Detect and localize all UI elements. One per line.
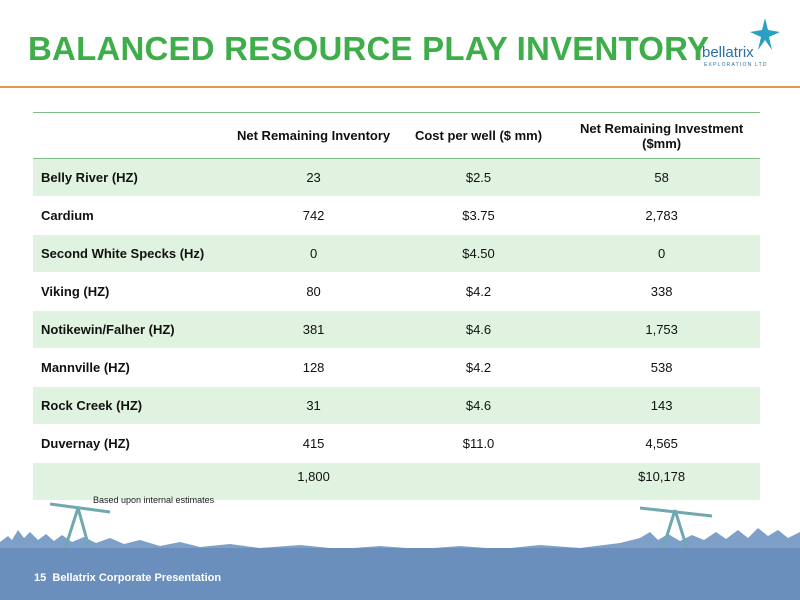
table-row: Notikewin/Falher (HZ) 381 $4.6 1,753 bbox=[33, 310, 760, 349]
footer: 15 Bellatrix Corporate Presentation bbox=[34, 572, 221, 584]
footer-bar bbox=[0, 548, 800, 600]
table-row: Mannville (HZ) 128 $4.2 538 bbox=[33, 348, 760, 387]
inventory-cell: 23 bbox=[233, 158, 394, 197]
row-label: Viking (HZ) bbox=[33, 272, 234, 311]
star-icon bbox=[750, 18, 780, 50]
inventory-cell: 31 bbox=[233, 386, 394, 425]
investment-cell: 538 bbox=[563, 348, 760, 387]
inventory-cell: 415 bbox=[233, 424, 394, 463]
total-inventory-cell: 1,800 bbox=[233, 462, 394, 501]
row-label: Belly River (HZ) bbox=[33, 158, 234, 197]
table-row: Duvernay (HZ) 415 $11.0 4,565 bbox=[33, 424, 760, 463]
inventory-cell: 80 bbox=[233, 272, 394, 311]
page-number: 15 bbox=[34, 572, 47, 584]
total-label bbox=[33, 462, 234, 501]
cost-cell: $2.5 bbox=[393, 158, 564, 197]
inventory-cell: 128 bbox=[233, 348, 394, 387]
total-row: 1,800 $10,178 bbox=[33, 462, 760, 501]
cost-cell: $4.50 bbox=[393, 234, 564, 273]
cost-cell: $3.75 bbox=[393, 196, 564, 235]
investment-cell: 2,783 bbox=[563, 196, 760, 235]
inventory-cell: 742 bbox=[233, 196, 394, 235]
row-label: Cardium bbox=[33, 196, 234, 235]
investment-cell: 4,565 bbox=[563, 424, 760, 463]
inventory-cell: 381 bbox=[233, 310, 394, 349]
header-net-remaining-inventory: Net Remaining Inventory bbox=[233, 112, 394, 159]
header-cost-per-well: Cost per well ($ mm) bbox=[393, 112, 564, 159]
header-blank bbox=[33, 112, 234, 159]
inventory-table: Net Remaining Inventory Cost per well ($… bbox=[33, 112, 760, 501]
logo-tagline: EXPLORATION LTD bbox=[704, 62, 768, 68]
cost-cell: $4.6 bbox=[393, 386, 564, 425]
investment-cell: 338 bbox=[563, 272, 760, 311]
header-rule bbox=[0, 86, 800, 88]
row-label: Second White Specks (Hz) bbox=[33, 234, 234, 273]
table-header-row: Net Remaining Inventory Cost per well ($… bbox=[33, 112, 760, 159]
footnote: Based upon internal estimates bbox=[93, 495, 215, 505]
investment-cell: 1,753 bbox=[563, 310, 760, 349]
table-row: Cardium 742 $3.75 2,783 bbox=[33, 196, 760, 235]
table-row: Viking (HZ) 80 $4.2 338 bbox=[33, 272, 760, 311]
row-label: Notikewin/Falher (HZ) bbox=[33, 310, 234, 349]
row-label: Duvernay (HZ) bbox=[33, 424, 234, 463]
cost-cell: $4.2 bbox=[393, 348, 564, 387]
cost-cell: $11.0 bbox=[393, 424, 564, 463]
header-net-remaining-investment: Net Remaining Investment ($mm) bbox=[563, 112, 760, 159]
investment-cell: 143 bbox=[563, 386, 760, 425]
bellatrix-logo: bellatrix EXPLORATION LTD bbox=[700, 18, 785, 72]
investment-cell: 0 bbox=[563, 234, 760, 273]
table-row: Second White Specks (Hz) 0 $4.50 0 bbox=[33, 234, 760, 273]
total-investment-cell: $10,178 bbox=[563, 462, 760, 501]
footer-label: Bellatrix Corporate Presentation bbox=[52, 572, 222, 584]
row-label: Rock Creek (HZ) bbox=[33, 386, 234, 425]
logo-wordmark: bellatrix bbox=[702, 44, 754, 61]
total-cost-cell bbox=[393, 462, 564, 501]
table-row: Rock Creek (HZ) 31 $4.6 143 bbox=[33, 386, 760, 425]
cost-cell: $4.6 bbox=[393, 310, 564, 349]
investment-cell: 58 bbox=[563, 158, 760, 197]
cost-cell: $4.2 bbox=[393, 272, 564, 311]
inventory-cell: 0 bbox=[233, 234, 394, 273]
row-label: Mannville (HZ) bbox=[33, 348, 234, 387]
slide-title: BALANCED RESOURCE PLAY INVENTORY bbox=[28, 30, 710, 67]
table-row: Belly River (HZ) 23 $2.5 58 bbox=[33, 158, 760, 197]
